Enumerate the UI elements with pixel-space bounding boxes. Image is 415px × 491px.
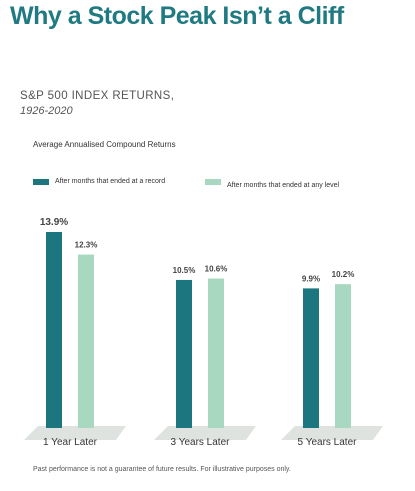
legend-label-record: After months that ended at a record (55, 178, 166, 185)
category-label: 3 Years Later (171, 437, 231, 448)
chart-title: Why a Stock Peak Isn’t a Cliff (10, 2, 344, 30)
legend-label-any-level: After months that ended at any level (227, 182, 340, 189)
bar-value-label: 10.2% (332, 270, 355, 279)
chart-measure-label: Average Annualised Compound Returns (33, 140, 176, 149)
legend-swatch-any-level (205, 179, 221, 185)
category-label: 1 Year Later (43, 437, 98, 448)
bar-value-label: 9.9% (302, 274, 320, 283)
bar-any-level (208, 278, 224, 428)
bar-value-label: 12.3% (75, 241, 98, 250)
floor-shadow (24, 426, 126, 440)
bar-value-label: 10.6% (205, 265, 228, 274)
bar-any-level (335, 284, 351, 428)
bar-any-level (78, 254, 94, 428)
bar-value-label: 10.5% (173, 266, 196, 275)
bar-record (46, 232, 62, 428)
category-label: 5 Years Later (298, 437, 358, 448)
bar-value-label: 13.9% (40, 217, 68, 228)
floor-shadow (154, 426, 256, 440)
bar-record (303, 288, 319, 428)
footnote: Past performance is not a guarantee of f… (33, 466, 291, 473)
chart-period: 1926-2020 (20, 105, 73, 117)
chart-subtitle: S&P 500 INDEX RETURNS, (20, 90, 175, 102)
floor-shadow (281, 426, 383, 440)
bar-record (176, 279, 192, 428)
legend-swatch-record (33, 179, 49, 185)
